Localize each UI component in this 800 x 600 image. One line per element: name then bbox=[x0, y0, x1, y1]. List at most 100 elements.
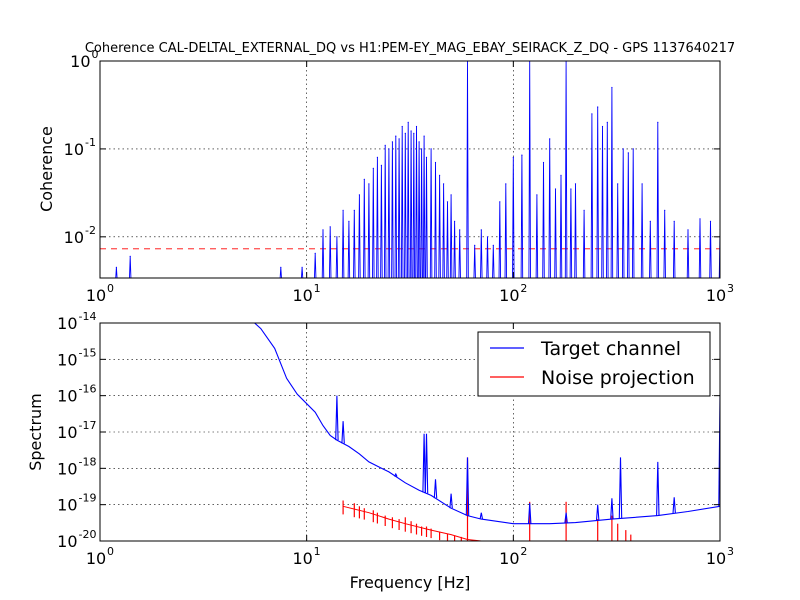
coherence-peak-point bbox=[413, 132, 415, 134]
coherence-peak-point bbox=[358, 194, 360, 196]
spectrum-y-tick-label: 10 bbox=[57, 496, 77, 515]
coherence-peak-point bbox=[446, 201, 449, 203]
spectrum-plot-area bbox=[254, 323, 720, 541]
coherence-peak-point bbox=[401, 125, 403, 128]
target-channel-peak bbox=[718, 395, 720, 507]
target-channel-peak bbox=[564, 512, 568, 524]
coherence-peak-point bbox=[505, 183, 507, 185]
coherence-peak-point bbox=[549, 138, 551, 140]
spectrum-y-tick-label: 10 bbox=[57, 387, 77, 406]
target-channel-peak bbox=[610, 498, 614, 520]
coherence-peak-point bbox=[301, 266, 303, 268]
spectrum-y-tick-label: 10 bbox=[57, 350, 77, 369]
coherence-peak-point bbox=[632, 148, 634, 150]
coherence-peak-point bbox=[329, 226, 331, 228]
coherence-peak-point bbox=[459, 229, 461, 231]
coherence-peak-point bbox=[601, 125, 604, 128]
target-channel-peak bbox=[424, 433, 429, 494]
coherence-peak-point bbox=[512, 156, 514, 158]
coherence-peak-point bbox=[480, 229, 482, 231]
coherence-peak-point bbox=[395, 135, 397, 137]
spectrum-x-tick-exponent: 2 bbox=[520, 545, 527, 558]
coherence-peak-point bbox=[560, 174, 562, 176]
spectrum-x-tick-exponent: 1 bbox=[314, 545, 321, 558]
target-channel-peak bbox=[527, 503, 532, 524]
coherence-peak-point bbox=[649, 220, 651, 222]
coherence-peak-point bbox=[454, 220, 456, 222]
coherence-peak-point bbox=[499, 201, 501, 203]
spectrum-y-tick-label: 10 bbox=[57, 423, 77, 442]
spectrum-y-tick-exponent: -16 bbox=[79, 383, 97, 396]
spectrum-y-tick-exponent: -18 bbox=[79, 455, 97, 468]
coherence-peak-point bbox=[404, 132, 406, 134]
spectrum-y-tick-exponent: -14 bbox=[79, 310, 97, 323]
coherence-y-tick-label: 10 bbox=[64, 228, 84, 247]
coherence-peak-point bbox=[450, 194, 452, 196]
coherence-peak-point bbox=[492, 244, 494, 246]
coherence-y-tick-exponent: 0 bbox=[92, 48, 99, 61]
coherence-peak-point bbox=[398, 138, 400, 140]
coherence-peak-point bbox=[388, 148, 390, 150]
coherence-x-tick-label: 10 bbox=[86, 286, 106, 305]
coherence-peak-point bbox=[434, 161, 437, 164]
coherence-peak-point bbox=[115, 266, 117, 268]
coherence-x-tick-exponent: 1 bbox=[314, 282, 321, 295]
target-channel-peak bbox=[479, 512, 484, 520]
coherence-peak-point bbox=[542, 161, 545, 164]
target-channel-peak bbox=[672, 497, 676, 514]
spectrum-y-tick-exponent: -19 bbox=[79, 492, 97, 505]
coherence-peak-point bbox=[474, 244, 476, 246]
coherence-y-tick-exponent: -2 bbox=[85, 224, 96, 237]
spectrum-x-tick-label: 10 bbox=[292, 549, 312, 568]
coherence-peak-point bbox=[673, 220, 675, 222]
coherence-peak-point bbox=[687, 229, 689, 231]
coherence-peak-point bbox=[709, 220, 712, 222]
coherence-peak-point bbox=[574, 183, 577, 185]
spectrum-y-tick-label: 10 bbox=[57, 459, 77, 478]
legend-frame bbox=[477, 331, 711, 397]
coherence-panel: 10 0 10 1 10 2 10 310 -210 -110 0 Coherence bbox=[37, 48, 734, 305]
coherence-title: Coherence CAL-DELTAL_EXTERNAL_DQ vs H1:P… bbox=[85, 41, 735, 56]
coherence-x-tick-exponent: 2 bbox=[520, 282, 527, 295]
coherence-peak-point bbox=[368, 183, 370, 185]
coherence-peak-point bbox=[591, 113, 593, 115]
target-channel-peak bbox=[335, 395, 339, 441]
coherence-peak-point bbox=[314, 252, 316, 254]
target-channel-peak bbox=[449, 493, 453, 509]
coherence-peak-point bbox=[280, 266, 282, 268]
spectrum-x-tick-label: 10 bbox=[499, 549, 519, 568]
coherence-peak-point bbox=[391, 141, 393, 143]
coherence-peak-point bbox=[699, 218, 701, 220]
coherence-y-tick-label: 10 bbox=[64, 140, 84, 159]
spectrum-y-tick-exponent: -17 bbox=[79, 419, 97, 432]
coherence-peak-point bbox=[407, 121, 409, 123]
coherence-peak-point bbox=[425, 156, 428, 158]
target-channel-peak bbox=[341, 421, 345, 444]
noise-projection-line bbox=[342, 505, 482, 541]
coherence-peak-point bbox=[627, 152, 629, 154]
spectrum-y-tick-exponent: -20 bbox=[79, 528, 97, 541]
coherence-peak-point bbox=[430, 148, 432, 150]
coherence-y-axis-label: Coherence bbox=[37, 126, 56, 212]
coherence-peak-point bbox=[611, 86, 613, 89]
coherence-x-tick-label: 10 bbox=[292, 286, 312, 305]
coherence-peak-point bbox=[342, 209, 344, 211]
coherence-peak-point bbox=[570, 188, 572, 190]
coherence-x-tick-label: 10 bbox=[706, 286, 726, 305]
spectrum-x-axis-label: Frequency [Hz] bbox=[350, 573, 471, 592]
target-channel-peak bbox=[618, 457, 623, 519]
coherence-peak-point bbox=[421, 148, 423, 150]
spectrum-x-tick-label: 10 bbox=[86, 549, 106, 568]
coherence-peak-point bbox=[336, 236, 338, 238]
spectrum-x-tick-label: 10 bbox=[706, 549, 726, 568]
coherence-peak-point bbox=[353, 209, 355, 211]
coherence-peak-point bbox=[606, 121, 608, 123]
spectrum-x-tick-exponent: 0 bbox=[107, 545, 114, 558]
coherence-peak-point bbox=[583, 209, 585, 211]
spectrum-y-tick-label: 10 bbox=[57, 532, 77, 551]
coherence-peak-point bbox=[322, 229, 324, 231]
spectrum-y-tick-exponent: -15 bbox=[79, 346, 97, 359]
